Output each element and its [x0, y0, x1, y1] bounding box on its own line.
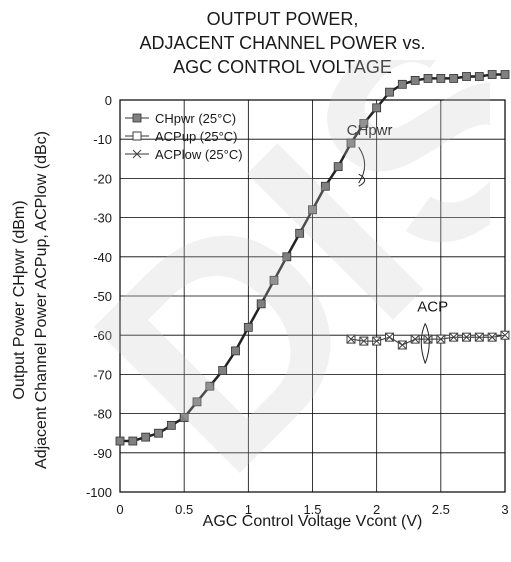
y-tick-label: -80 — [93, 407, 112, 422]
annotation-label: CHpwr — [347, 122, 393, 139]
marker-filled-square — [320, 181, 330, 191]
x-tick-label: 0 — [116, 502, 123, 517]
marker-x — [500, 330, 510, 340]
marker-x — [474, 332, 484, 342]
y-tick-label: -30 — [93, 211, 112, 226]
y-tick-label: -70 — [93, 367, 112, 382]
marker-x — [423, 334, 433, 344]
marker-x — [449, 332, 459, 342]
marker-filled-square — [128, 436, 138, 446]
marker-x — [462, 332, 471, 342]
annotation-bracket — [358, 146, 366, 184]
legend-label: CHpwr (25°C) — [155, 111, 236, 126]
chart-title-line-3: AGC CONTROL VOLTAGE — [173, 57, 392, 77]
marker-filled-square — [256, 299, 266, 309]
marker-filled-square — [423, 74, 433, 83]
marker-filled-square — [487, 70, 497, 79]
marker-filled-square — [462, 72, 471, 81]
y-axis-labels: Output Power CHpwr (dBm) Adjacent Channel… — [11, 131, 50, 469]
marker-x — [436, 334, 446, 344]
marker-x — [372, 336, 382, 346]
x-axis-label: AGC Control Voltage Vcont (V) — [202, 513, 423, 530]
y-tick-label: -60 — [93, 328, 112, 343]
marker-filled-square — [115, 436, 125, 446]
legend-label: ACPlow (25°C) — [155, 147, 243, 162]
marker-filled-square — [449, 74, 459, 83]
marker-filled-square — [436, 74, 446, 83]
legend-entry: ACPup (25°C) — [125, 129, 238, 144]
y-axis-label-line-2: Adjacent Channel Power ACPup, ACPlow (dB… — [33, 131, 50, 469]
y-tick-label: -40 — [93, 250, 112, 265]
marker-filled-square — [192, 397, 202, 407]
y-tick-label: 0 — [105, 93, 112, 108]
marker-x — [359, 336, 369, 346]
marker-filled-square — [308, 205, 317, 215]
marker-filled-square — [410, 76, 420, 85]
x-tick-label: 1 — [245, 502, 252, 517]
annotation-label: ACP — [417, 299, 448, 316]
marker-filled-square — [132, 113, 142, 123]
x-tick-label: 0.5 — [175, 502, 193, 517]
marker-filled-square — [166, 420, 176, 430]
marker-filled-square — [372, 103, 382, 113]
y-tick-label: -50 — [93, 289, 112, 304]
marker-filled-square — [205, 381, 215, 391]
chart-title-line-1: OUTPUT POWER, — [206, 9, 359, 29]
legend: CHpwr (25°C) ACPup (25°C) ACPlow (25°C) — [125, 111, 243, 162]
marker-filled-square — [346, 138, 356, 148]
legend-entry: CHpwr (25°C) — [125, 111, 236, 126]
legend-label: ACPup (25°C) — [155, 129, 238, 144]
marker-x — [132, 149, 142, 159]
marker-open-square — [132, 131, 142, 141]
plot-area — [115, 70, 510, 446]
marker-filled-square — [243, 322, 253, 332]
legend-entry: ACPlow (25°C) — [125, 147, 243, 162]
marker-filled-square — [218, 366, 228, 375]
x-tick-label: 3 — [501, 502, 508, 517]
y-tick-label: -100 — [86, 485, 112, 500]
marker-filled-square — [474, 72, 484, 81]
marker-filled-square — [500, 70, 510, 79]
marker-filled-square — [141, 432, 151, 442]
annotations: CHpwr ACP — [347, 122, 448, 364]
x-tick-label: 2.5 — [432, 502, 450, 517]
marker-filled-square — [397, 79, 407, 89]
marker-filled-square — [385, 87, 394, 97]
marker-filled-square — [295, 228, 305, 238]
x-tick-label: 2 — [373, 502, 380, 517]
marker-filled-square — [231, 346, 240, 356]
y-tick-label: -20 — [93, 171, 112, 186]
marker-x — [346, 334, 356, 344]
marker-x — [397, 340, 407, 350]
chart-title-line-2: ADJACENT CHANNEL POWER vs. — [139, 33, 426, 53]
y-tick-label: -90 — [93, 446, 112, 461]
tick-labels: 0 -10 -20 -30 -40 -50 -60 -70 -80 -90 -100 0 0.5 1 1.5… — [86, 93, 509, 517]
marker-filled-square — [269, 275, 279, 285]
marker-filled-square — [359, 119, 369, 128]
marker-x — [487, 332, 497, 342]
series-2 — [346, 330, 510, 350]
marker-x — [410, 334, 420, 344]
marker-filled-square — [333, 162, 343, 172]
annotation-bracket — [420, 323, 426, 364]
marker-filled-square — [154, 428, 163, 438]
series-0 — [115, 70, 510, 446]
annotation-bracket — [358, 173, 366, 187]
annotation-bracket — [424, 323, 430, 364]
y-axis-label-line-1: Output Power CHpwr (dBm) — [11, 200, 28, 399]
marker-filled-square — [179, 413, 189, 422]
marker-filled-square — [282, 252, 292, 262]
x-tick-label: 1.5 — [303, 502, 321, 517]
marker-x — [385, 332, 394, 342]
y-tick-label: -10 — [93, 132, 112, 147]
